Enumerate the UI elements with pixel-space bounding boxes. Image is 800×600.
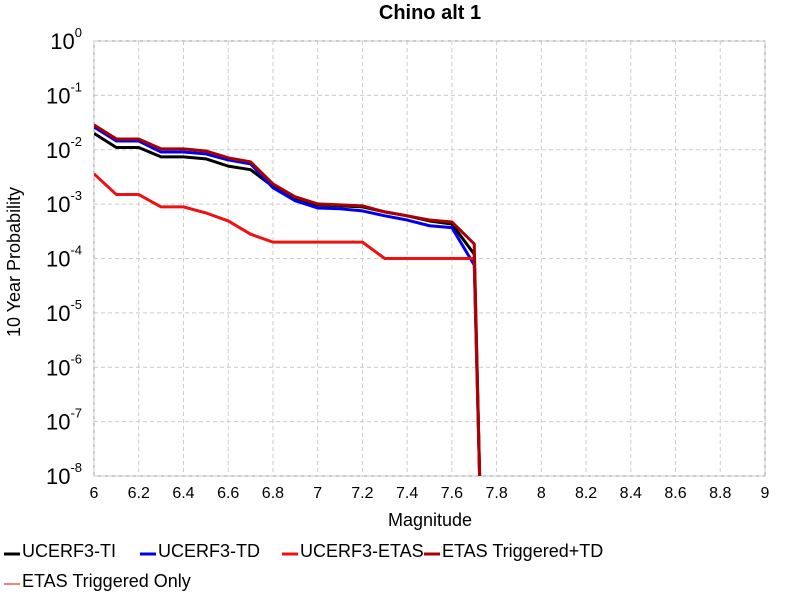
series-line — [94, 125, 482, 476]
y-tick-label: 10-6 — [46, 351, 82, 380]
chart-title: Chino alt 1 — [379, 2, 481, 24]
y-tick-base: 10 — [46, 355, 70, 380]
x-tick-label: 8.2 — [575, 485, 597, 502]
y-tick-base: 10 — [46, 192, 70, 217]
y-tick-label: 10-4 — [46, 243, 82, 272]
y-tick-exponent: 0 — [75, 25, 82, 40]
legend-label: ETAS Triggered+TD — [442, 541, 603, 561]
x-tick-label: 9 — [761, 485, 770, 502]
y-tick-base: 10 — [46, 83, 70, 108]
y-tick-label: 10-8 — [46, 460, 82, 489]
y-tick-label: 10-2 — [46, 134, 82, 163]
x-tick-label: 6.2 — [128, 485, 150, 502]
x-tick-label: 8.4 — [620, 485, 642, 502]
legend-label: UCERF3-TD — [158, 541, 260, 561]
x-tick-label: 6.8 — [262, 485, 284, 502]
legend-label: UCERF3-TI — [22, 541, 116, 561]
y-tick-label: 10-1 — [46, 79, 82, 108]
lines — [94, 123, 482, 476]
x-tick-label: 7.6 — [441, 485, 463, 502]
legend-label: ETAS Triggered Only — [22, 571, 191, 591]
y-tick-base: 10 — [50, 29, 74, 54]
y-tick-exponent: -5 — [70, 297, 82, 312]
y-tick-exponent: -6 — [70, 351, 82, 366]
y-tick-exponent: -7 — [70, 406, 82, 421]
y-tick-exponent: -2 — [70, 134, 82, 149]
x-tick-label: 7.4 — [396, 485, 418, 502]
y-tick-base: 10 — [46, 464, 70, 489]
y-tick-label: 10-3 — [46, 188, 82, 217]
x-tick-label: 7.8 — [485, 485, 507, 502]
x-tick-label: 6.4 — [172, 485, 194, 502]
series-line — [94, 123, 482, 476]
legend-label: UCERF3-ETAS — [300, 541, 424, 561]
y-tick-exponent: -1 — [70, 79, 82, 94]
y-axis-label: 10 Year Probability — [4, 187, 24, 337]
y-tick-exponent: -3 — [70, 188, 82, 203]
y-tick-base: 10 — [46, 410, 70, 435]
x-tick-label: 8 — [537, 485, 546, 502]
y-tick-base: 10 — [46, 138, 70, 163]
x-tick-label: 6.6 — [217, 485, 239, 502]
x-tick-label: 6 — [90, 485, 99, 502]
y-tick-base: 10 — [46, 247, 70, 272]
x-axis-label: Magnitude — [388, 510, 472, 530]
y-tick-base: 10 — [46, 301, 70, 326]
x-tick-label: 8.8 — [709, 485, 731, 502]
x-tick-label: 7.2 — [351, 485, 373, 502]
y-tick-exponent: -4 — [70, 243, 82, 258]
y-tick-label: 10-5 — [46, 297, 82, 326]
y-tick-label: 10-7 — [46, 406, 82, 435]
series-line — [94, 172, 482, 476]
x-tick-label: 8.6 — [664, 485, 686, 502]
x-tick-label: 7 — [313, 485, 322, 502]
y-tick-label: 100 — [50, 25, 82, 54]
y-tick-exponent: -8 — [70, 460, 82, 475]
